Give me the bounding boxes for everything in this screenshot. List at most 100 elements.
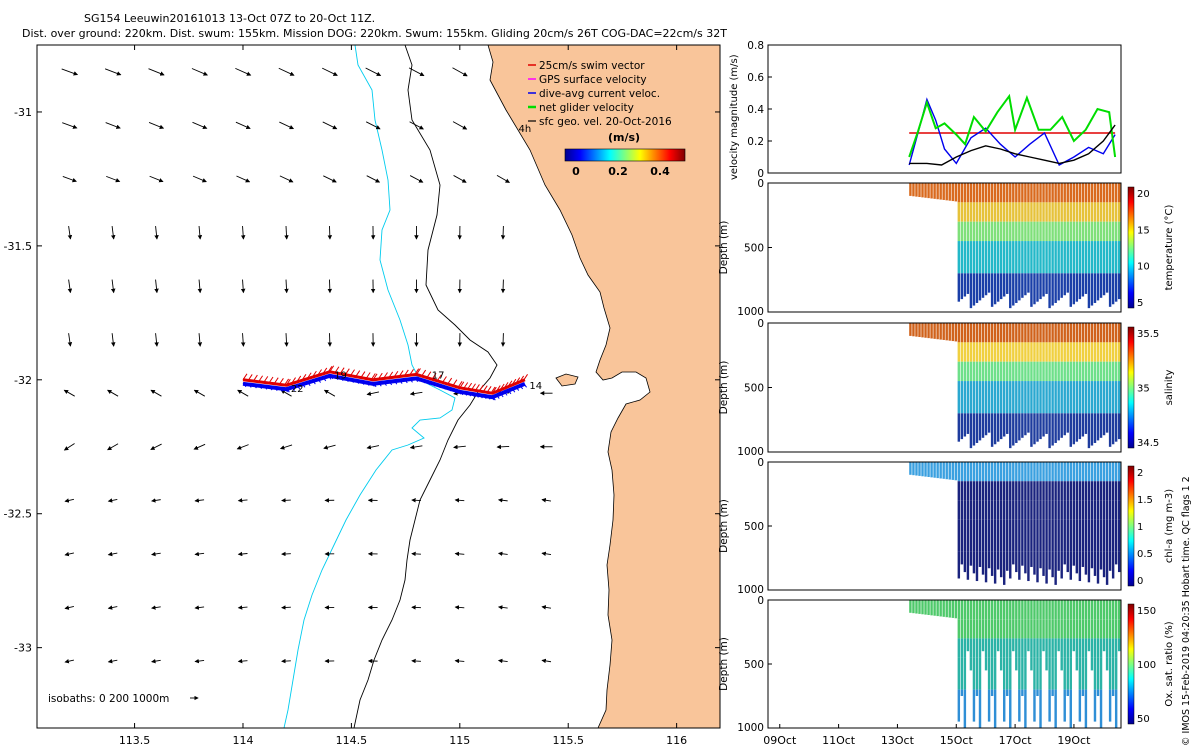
profile-cell [975, 342, 979, 362]
profile-cell [996, 361, 1000, 382]
profile-cell [957, 519, 961, 552]
profile-cell [972, 381, 976, 414]
profile-cell [912, 462, 915, 476]
profile-cell [1030, 619, 1033, 639]
profile-cell [1075, 221, 1079, 242]
geostrophic-vector [452, 67, 468, 77]
profile-cell [1075, 481, 1079, 501]
profile-cell [1066, 481, 1069, 501]
profile-cell [1108, 600, 1112, 620]
geostrophic-vector [280, 389, 292, 397]
profile-cell [1054, 689, 1057, 728]
profile-cell [1093, 519, 1097, 552]
profile-cell [1069, 381, 1072, 414]
profile-cell [1051, 342, 1054, 362]
colorbar-tick-label: 0.5 [1137, 549, 1153, 560]
profile-cell [1075, 500, 1079, 520]
velocity-series-dive-avg-current [908, 97, 1116, 166]
profile-cell [1054, 361, 1057, 382]
profile-cell [1051, 519, 1054, 552]
profile-cell [969, 381, 973, 414]
profile-cell [930, 323, 933, 339]
profile-cell [1117, 600, 1121, 620]
profile-cell [1072, 273, 1076, 305]
profile-cell [1033, 273, 1036, 305]
profile-cell [1078, 413, 1082, 440]
profile-cell [1018, 241, 1021, 274]
profile-cell [960, 619, 964, 639]
profile-cell [981, 413, 985, 438]
profile-cell [1030, 519, 1033, 552]
profile-cell [1054, 462, 1057, 482]
profile-cell [1045, 323, 1048, 343]
profile-cell [1039, 657, 1042, 690]
profile-cell [1054, 481, 1057, 501]
profile-cell [975, 519, 979, 552]
profile-cell [948, 183, 951, 201]
profile-cell [933, 323, 936, 339]
legend-label-dac: dive-avg current veloc. [539, 88, 660, 100]
swim-vector-tick [360, 371, 366, 378]
profile-cell [1051, 273, 1054, 306]
profile-cell [1018, 657, 1021, 690]
profile-cell [1039, 619, 1042, 639]
profile-cell [1108, 183, 1112, 203]
profile-cell [1018, 361, 1021, 382]
profile-cell [966, 638, 970, 652]
profile-cell [1060, 381, 1063, 414]
profile-cell [1027, 273, 1030, 293]
profile-cell [1045, 500, 1048, 520]
profile-cell [1024, 381, 1027, 414]
depth-tick-label: 0 [757, 595, 764, 607]
profile-cell [963, 619, 967, 639]
profile-cell [1012, 519, 1015, 552]
profile-cell [990, 202, 994, 222]
profile-cell [951, 183, 954, 202]
profile-cell [990, 183, 994, 203]
profile-cell [924, 600, 927, 615]
profile-cell [1060, 519, 1063, 552]
profile-cell [1057, 481, 1060, 501]
geostrophic-vector [365, 121, 381, 130]
profile-cell [981, 619, 985, 639]
geostrophic-vector [197, 333, 203, 347]
geostrophic-vector [107, 658, 118, 664]
profile-cell [1048, 241, 1051, 274]
profile-cell [1048, 323, 1051, 343]
profile-cell [1084, 342, 1088, 362]
profile-cell [978, 413, 982, 441]
swim-vector-tick [329, 365, 335, 373]
profile-cell [966, 500, 970, 520]
legend-entry-geo: sfc geo. vel. 20-Oct-2016 [528, 116, 672, 128]
velocity-ytick-label: 0.6 [747, 72, 764, 84]
profile-cell [1072, 183, 1076, 203]
profile-cell [960, 361, 964, 382]
profile-cell [957, 600, 961, 620]
profile-cell [1006, 323, 1009, 343]
profile-cell [1066, 500, 1069, 520]
profile-cell [1002, 221, 1006, 242]
profile-cell [993, 361, 997, 382]
velocity-ytick-label: 0.4 [747, 104, 764, 116]
profile-cell [978, 462, 982, 482]
dac-vector-tick [339, 376, 344, 381]
profile-cell [972, 273, 976, 306]
profile-cell [972, 342, 976, 362]
profile-cell [1078, 323, 1082, 343]
geostrophic-vector [284, 279, 289, 294]
profile-cell [909, 600, 912, 613]
dac-vector-tick [268, 385, 273, 391]
profile-cell [1087, 619, 1091, 639]
profile-cell [1002, 361, 1006, 382]
profile-cell [1009, 462, 1012, 482]
profile-cell [1105, 273, 1109, 293]
profile-cell [1024, 657, 1027, 690]
profile-cell [1015, 323, 1018, 343]
profile-cell [1030, 342, 1033, 362]
profile-cell [993, 689, 997, 728]
profile-cell [1087, 323, 1091, 343]
velocity-ytick-label: 0.2 [747, 136, 764, 148]
profile-cell [966, 241, 970, 274]
profile-cell [1084, 481, 1088, 501]
geostrophic-vector [104, 68, 122, 76]
